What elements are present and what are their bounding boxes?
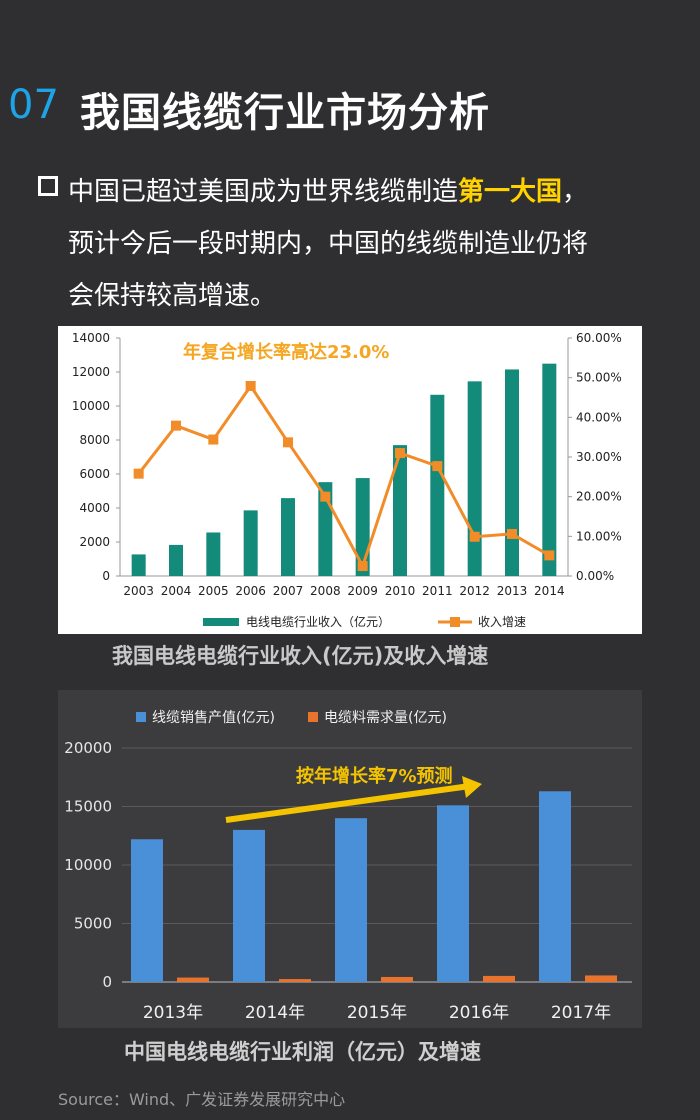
- y-tick-label: 10000: [64, 856, 112, 874]
- growth-point: [432, 461, 443, 472]
- x-tick-label: 2014年: [245, 1003, 305, 1023]
- bullet-square-icon: [38, 176, 58, 196]
- x-tick-label: 2013: [497, 584, 528, 598]
- growth-point: [395, 448, 405, 459]
- y-tick-label-left: 0: [102, 569, 110, 583]
- cagr-annotation: 年复合增长率高达23.0%: [183, 341, 389, 363]
- y-tick-label-left: 8000: [79, 433, 110, 447]
- x-tick-label: 2007: [273, 584, 304, 598]
- intro-line3: 会保持较高增速。: [68, 281, 277, 311]
- intro-highlight: 第一大国: [458, 177, 563, 207]
- trend-arrow-line: [225, 783, 471, 823]
- x-tick-label: 2017年: [551, 1003, 611, 1023]
- sales-bar: [437, 805, 469, 982]
- growth-annotation: 按年增长率7%预测: [296, 765, 453, 787]
- growth-point: [469, 531, 480, 542]
- intro-line1-b: ，: [562, 177, 589, 207]
- growth-point: [507, 528, 517, 539]
- growth-point: [544, 550, 555, 561]
- y-tick-label-right: 60.00%: [576, 331, 622, 345]
- revenue-bar: [169, 544, 183, 576]
- y-tick-label: 15000: [64, 798, 112, 816]
- source-note: Source：Wind、广发证券发展研究中心: [58, 1090, 346, 1109]
- growth-line: [137, 383, 551, 570]
- sales-bar: [233, 829, 265, 982]
- demand-bar: [279, 979, 311, 982]
- legend-label-sales: 线缆销售产值(亿元): [152, 710, 275, 726]
- revenue-chart: 0 2000 4000 6000 8000 10000 12000 14000 0.00% 10.…: [58, 326, 642, 634]
- revenue-chart-svg: 0 2000 4000 6000 8000 10000 12000 14000 0.00% 10.…: [72, 331, 622, 629]
- y-tick-label-right: 20.00%: [576, 490, 622, 504]
- x-tick-label: 2016年: [449, 1003, 509, 1023]
- y-tick-label-left: 2000: [79, 535, 110, 549]
- trend-arrow-head-icon: [462, 776, 482, 798]
- y-tick-label-left: 4000: [79, 501, 110, 515]
- revenue-bar: [243, 510, 258, 576]
- intro-line2: 预计今后一段时期内，中国的线缆制造业仍将: [68, 229, 589, 259]
- demand-bar: [585, 975, 617, 982]
- demand-bar: [177, 977, 209, 982]
- revenue-bar: [467, 381, 482, 576]
- y-tick-label: 0: [102, 973, 112, 991]
- legend-swatch-revenue: [203, 618, 239, 626]
- y-tick-label-right: 0.00%: [576, 569, 614, 583]
- x-tick-label: 2014: [534, 584, 565, 598]
- revenue-chart-caption: 我国电线电缆行业收入(亿元)及收入增速: [112, 644, 489, 668]
- y-tick-label-right: 50.00%: [576, 371, 622, 385]
- growth-point: [357, 561, 368, 572]
- page-title: 我国线缆行业市场分析: [80, 90, 490, 136]
- x-tick-label: 2003: [123, 584, 154, 598]
- x-tick-label: 2013年: [143, 1003, 203, 1023]
- forecast-chart: 0 5000 10000 15000 20000 2013年 2014年 2015年 2016年…: [58, 690, 642, 1028]
- growth-point: [171, 420, 181, 431]
- x-tick-label: 2006: [235, 584, 266, 598]
- intro-line1-a: 中国已超过美国成为世界线缆制造: [68, 177, 459, 207]
- demand-bar: [483, 975, 515, 982]
- legend-swatch-sales: [136, 712, 146, 722]
- section-number: 07: [8, 82, 59, 128]
- legend-label-growth: 收入增速: [478, 615, 526, 629]
- x-tick-label: 2010: [385, 584, 416, 598]
- legend-swatch-demand: [308, 712, 318, 722]
- y-tick-label-right: 30.00%: [576, 450, 622, 464]
- revenue-bar: [206, 532, 221, 576]
- growth-point: [133, 468, 144, 479]
- y-tick-label-left: 6000: [79, 467, 110, 481]
- revenue-bar: [505, 369, 519, 576]
- intro-paragraph: 中国已超过美国成为世界线缆制造第一大国， 预计今后一段时期内，中国的线缆制造业仍…: [68, 166, 668, 322]
- forecast-chart-svg: 0 5000 10000 15000 20000 2013年 2014年 2015年 2016年…: [64, 710, 632, 1023]
- growth-point: [245, 380, 256, 391]
- x-tick-label: 2012: [459, 584, 490, 598]
- growth-point: [320, 491, 331, 502]
- y-tick-label-right: 10.00%: [576, 529, 622, 543]
- y-tick-label-left: 10000: [72, 399, 110, 413]
- revenue-bar: [131, 554, 146, 576]
- x-tick-label: 2011: [422, 584, 453, 598]
- y-tick-label: 20000: [64, 739, 112, 757]
- revenue-bar: [542, 363, 557, 576]
- x-tick-label: 2008: [310, 584, 341, 598]
- sales-bar: [335, 818, 367, 982]
- revenue-bar: [430, 394, 445, 576]
- sales-bar: [131, 839, 163, 982]
- growth-point: [208, 434, 219, 445]
- y-tick-label-left: 14000: [72, 331, 110, 345]
- y-tick-label: 5000: [74, 915, 112, 933]
- y-tick-label-right: 40.00%: [576, 410, 622, 424]
- demand-bar: [381, 976, 413, 982]
- x-tick-label: 2015年: [347, 1003, 407, 1023]
- x-tick-label: 2005: [198, 584, 229, 598]
- legend-swatch-growth-marker: [450, 617, 460, 627]
- x-tick-label: 2009: [347, 584, 378, 598]
- sales-bar: [539, 791, 571, 982]
- legend-label-demand: 电缆料需求量(亿元): [324, 710, 447, 726]
- y-tick-label-left: 12000: [72, 365, 110, 379]
- x-tick-label: 2004: [161, 584, 192, 598]
- revenue-bar: [393, 445, 407, 576]
- revenue-bar: [281, 498, 295, 576]
- growth-point: [283, 437, 293, 448]
- legend-label-revenue: 电线电缆行业收入（亿元）: [246, 614, 390, 629]
- forecast-chart-caption: 中国电线电缆行业利润（亿元）及增速: [124, 1040, 481, 1064]
